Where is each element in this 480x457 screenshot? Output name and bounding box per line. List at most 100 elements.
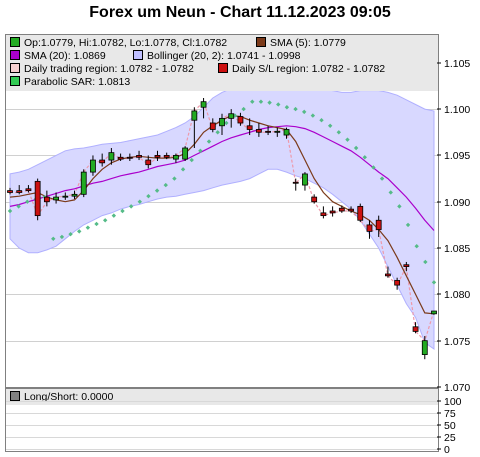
candle-body [80,171,87,195]
psar-point [371,165,376,170]
sma20-swatch-icon [10,50,20,60]
candle-body [7,190,13,193]
daily-sl-swatch-icon [218,63,228,73]
candle [237,112,244,126]
sma20-line [9,125,435,231]
legend-ohlc: Op:1.0779, Hi:1.0782, Lo:1.0778, Cl:1.07… [10,37,227,49]
candle-body [403,264,410,267]
candle-body [126,156,133,159]
candle-body [25,188,32,192]
psar-point [431,280,437,285]
candle [154,150,161,161]
psar-point [16,204,21,209]
candle [191,107,198,149]
candle-body [43,196,50,203]
psar-point [94,221,99,227]
psar-point [388,190,393,195]
candle [311,194,318,204]
price-chart-panel: Op:1.0779, Hi:1.0782, Lo:1.0778, Cl:1.07… [5,34,439,388]
legend-daily-range: Daily trading region: 1.0782 - 1.0782 [10,63,194,75]
candle-body [357,205,364,221]
candle [209,118,216,133]
candle [80,169,87,198]
candle [357,203,364,223]
y-tick-label: 1.075 [444,336,470,348]
candle-body [34,180,41,217]
psar-point [258,99,264,104]
candle-body [191,110,198,121]
psar-point [51,236,56,241]
candle-body [209,122,216,130]
bollinger-band [9,67,435,350]
psar-point [336,130,342,135]
candle-body [265,130,271,133]
sma5-swatch-icon [256,37,266,47]
psar-point [353,145,359,151]
candle [412,322,419,334]
psar-point [146,193,151,199]
candle-body [136,155,142,158]
psar-point [111,213,117,218]
candle [200,97,207,119]
psar-point [163,182,168,188]
candle-body [292,181,299,184]
candle [126,153,133,161]
candle-body [431,310,437,315]
candle [320,206,327,219]
psar-point [414,244,419,249]
candle [173,153,179,163]
psar-point [397,204,402,209]
candle-body [302,173,308,186]
legend-psar: Parabolic SAR: 1.0813 [10,76,130,88]
psar-point [345,137,350,142]
candle-body [320,212,327,217]
sub-y-tick-label: 100 [444,396,462,408]
legend-longshort: Long/Short: 0.0000 [10,391,113,403]
psar-point [319,118,324,123]
longshort-plot [6,401,438,450]
candle [338,205,345,213]
up-candle-swatch-icon [10,37,20,47]
candle [403,261,410,272]
candle-body [99,159,106,164]
candle-body [237,116,244,124]
psar-point [405,222,411,228]
sub-y-tick-label: 25 [444,432,456,444]
candle [255,123,262,137]
candle-body [90,159,96,173]
y-tick-label: 1.080 [444,289,470,301]
y-tick-label: 1.085 [444,243,470,255]
psar-point [241,106,246,112]
legend-sma20: SMA (20): 1.0869 [10,50,106,62]
candle-body [412,326,419,332]
candle [182,146,189,161]
legend-daily-sl: Daily S/L region: 1.0782 - 1.0782 [218,63,385,75]
candle [394,277,401,290]
sub-y-tick-label: 0 [444,444,450,456]
candle-body [16,190,23,193]
sub-y-tick-label: 50 [444,420,456,432]
candle-body [53,196,59,201]
candle-body [366,224,373,232]
psar-point [302,109,307,115]
candle-body [182,147,189,160]
psar-point [362,155,367,160]
psar-point [224,120,229,126]
candle-body [200,101,207,108]
psar-point [77,229,82,234]
candle [385,266,391,278]
candle [136,150,142,161]
candle [53,192,59,204]
candle [265,125,271,136]
y-tick-label: 1.100 [444,104,470,116]
candle-body [394,280,401,286]
candle [99,153,106,167]
psar-point [206,139,212,144]
candle-body [311,196,318,203]
candle-body [421,340,428,355]
candle [71,190,78,199]
psar-point [293,106,298,112]
y-tick-label: 1.070 [444,382,470,394]
candle [292,178,299,191]
candle [274,127,281,137]
